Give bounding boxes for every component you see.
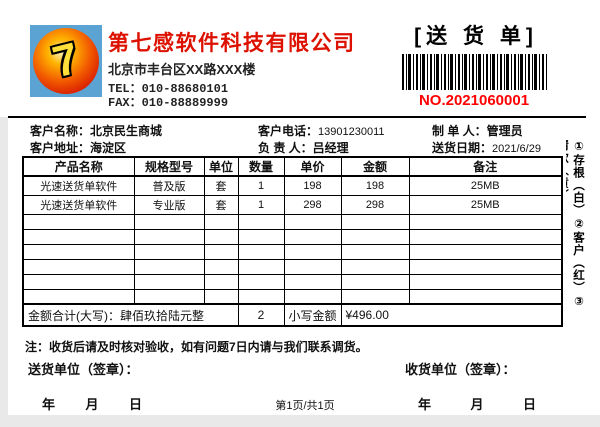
empty-table-row — [22, 273, 563, 290]
empty-table-row — [22, 213, 563, 230]
table-row: 光速送货单软件 专业版 套 1 298 298 25MB — [22, 194, 563, 215]
sender-date-line: 年 月 日 — [42, 394, 142, 413]
customer-address-value: 海淀区 — [90, 141, 127, 155]
table-header-row: 产品名称 规格型号 单位 数量 单价 金额 备注 — [22, 156, 563, 177]
small-amount-label: 小写金额 — [283, 303, 342, 327]
cell-qty: 1 — [237, 194, 285, 215]
customer-address: 客户地址：海淀区 — [30, 139, 126, 156]
doc-maker-label: 制 单 人： — [432, 124, 487, 138]
month-label: 月 — [85, 397, 99, 412]
header-divider — [8, 116, 586, 118]
col-header-spec: 规格型号 — [133, 156, 205, 177]
empty-table-row — [22, 228, 563, 245]
customer-phone-label: 客户电话： — [258, 124, 319, 138]
doc-maker-value: 管理员 — [486, 124, 523, 138]
total-row: 金额合计(大写)：肆佰玖拾陆元整 2 小写金额 ¥496.00 — [22, 303, 563, 327]
cell-qty: 1 — [237, 175, 285, 196]
doc-maker: 制 单 人：管理员 — [432, 122, 523, 139]
empty-table-row — [22, 243, 563, 260]
receiver-date-line: 年 月 日 — [418, 394, 536, 413]
cell-price: 198 — [283, 175, 342, 196]
customer-name-value: 北京民生商城 — [90, 124, 163, 138]
total-amount: ¥496.00 — [340, 303, 563, 327]
cell-remark: 25MB — [408, 175, 563, 196]
company-fax: FAX：010-88889999 — [108, 96, 229, 110]
barcode — [402, 54, 547, 90]
items-table: 产品名称 规格型号 单位 数量 单价 金额 备注 光速送货单软件 普及版 套 1… — [22, 156, 563, 327]
col-header-amount: 金额 — [340, 156, 410, 177]
empty-table-row — [22, 258, 563, 275]
sender-signature-label: 送货单位（签章）： — [28, 362, 139, 377]
customer-name-label: 客户名称： — [30, 124, 91, 138]
month-label: 月 — [470, 397, 484, 412]
empty-table-row — [22, 288, 563, 305]
cell-amount: 298 — [340, 194, 410, 215]
cell-unit: 套 — [203, 194, 239, 215]
day-label: 日 — [522, 397, 536, 412]
col-header-unit: 单位 — [203, 156, 239, 177]
company-name: 第七感软件科技有限公司 — [108, 32, 356, 55]
cell-product: 光速送货单软件 — [22, 194, 135, 215]
company-tel: TEL：010-88680101 — [108, 82, 229, 96]
col-header-price: 单价 — [283, 156, 342, 177]
total-quantity: 2 — [237, 303, 285, 327]
customer-manager-value: 吕经理 — [312, 141, 349, 155]
total-in-words: 金额合计(大写)：肆佰玖拾陆元整 — [22, 303, 239, 327]
paper-page-top-strip — [0, 0, 8, 117]
inspection-note: 注：收货后请及时核对验收，如有问题7日内请与我们联系调货。 — [25, 340, 368, 354]
cell-price: 298 — [283, 194, 342, 215]
customer-manager-label: 负 责 人： — [258, 141, 313, 155]
logo-circle — [33, 28, 99, 94]
col-header-product: 产品名称 — [22, 156, 135, 177]
delivery-date: 送货日期：2021/6/29 — [432, 139, 541, 156]
document-number: NO.2021060001 — [418, 92, 530, 109]
year-label: 年 — [418, 397, 432, 412]
cell-amount: 198 — [340, 175, 410, 196]
col-header-remark: 备注 — [408, 156, 563, 177]
cell-spec: 专业版 — [133, 194, 205, 215]
col-header-qty: 数量 — [237, 156, 285, 177]
day-label: 日 — [128, 397, 142, 412]
cell-remark: 25MB — [408, 194, 563, 215]
cell-unit: 套 — [203, 175, 239, 196]
customer-manager: 负 责 人：吕经理 — [258, 139, 349, 156]
page-indicator: 第1页/共1页 — [275, 400, 335, 412]
logo-seven-icon: 7 — [48, 33, 84, 88]
copy-colors-side-note: ①存根（白）②客户（红）③请款（黄） — [566, 139, 584, 309]
delivery-date-label: 送货日期： — [432, 141, 493, 155]
customer-phone: 客户电话：13901230011 — [258, 122, 385, 139]
cell-spec: 普及版 — [133, 175, 205, 196]
customer-name: 客户名称：北京民生商城 — [30, 122, 162, 139]
delivery-date-value: 2021/6/29 — [492, 143, 541, 155]
company-logo: 7 — [30, 25, 102, 97]
cell-product: 光速送货单软件 — [22, 175, 135, 196]
table-row: 光速送货单软件 普及版 套 1 198 198 25MB — [22, 175, 563, 196]
year-label: 年 — [42, 397, 56, 412]
customer-phone-value: 13901230011 — [318, 126, 385, 138]
document-title: [送 货 单] — [414, 25, 538, 48]
customer-address-label: 客户地址： — [30, 141, 91, 155]
company-address: 北京市丰台区XX路XXX楼 — [108, 62, 256, 77]
receiver-signature-label: 收货单位（签章）： — [405, 362, 516, 377]
